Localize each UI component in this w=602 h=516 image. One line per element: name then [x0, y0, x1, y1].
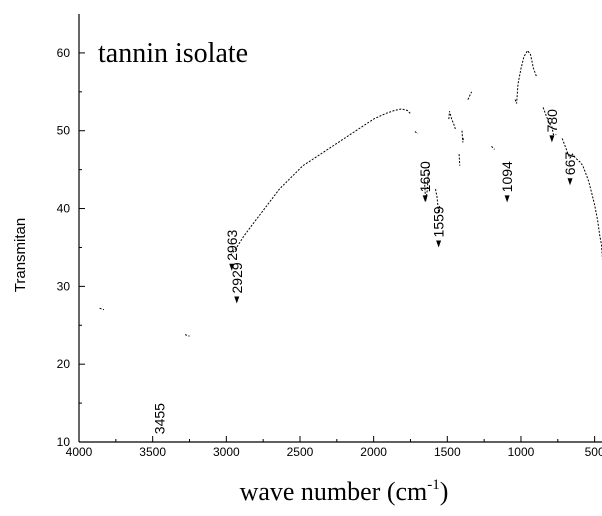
y-tick-label: 20	[57, 357, 71, 371]
peak-arrow	[229, 263, 235, 271]
x-axis-label: wave number (cm-1)	[240, 477, 449, 506]
peak-arrow	[549, 135, 555, 143]
peak-label: 1559	[431, 206, 447, 237]
spectrum-line-segment	[467, 91, 473, 100]
spectrum-line-segment	[461, 130, 464, 143]
x-tick-label: 2500	[287, 445, 314, 459]
spectrum-line-segment	[561, 138, 602, 262]
x-tick-label: 3500	[139, 445, 166, 459]
spectrum-line-segment	[230, 108, 412, 256]
x-tick-label: 3000	[213, 445, 240, 459]
axes-layer: 10 20 30 40 50 60 4000 3500 3000 2500 2000 1500 1000…	[57, 14, 602, 459]
y-axis-label: Transmitan	[12, 218, 29, 292]
x-axis-label-superscript: -1	[427, 477, 440, 493]
peak-arrow	[234, 296, 240, 304]
peak-label: 780	[544, 109, 560, 133]
spectrum-line-segment	[514, 49, 537, 104]
peak-arrow	[436, 240, 442, 248]
x-tick-label: 1000	[508, 445, 535, 459]
peak-label: 1650	[417, 161, 433, 192]
spectrum-line-segment	[414, 131, 419, 135]
peak-label: 2929	[229, 262, 245, 293]
x-tick-label: 4000	[66, 445, 93, 459]
y-tick-label: 10	[57, 435, 71, 449]
spectrum-line-segment	[491, 145, 495, 150]
series-layer	[99, 49, 602, 337]
peak-arrow	[567, 178, 573, 186]
peak-arrow	[504, 195, 510, 203]
spectrum-line-segment	[458, 154, 461, 166]
x-tick-label: 1500	[434, 445, 461, 459]
x-axis-label-main: wave number (cm	[240, 477, 428, 506]
annotations-layer: 3455 2963 2929 1650 1559 1094 780 667	[151, 109, 578, 434]
x-tick-label: 2000	[360, 445, 387, 459]
spectrum-line-segment	[184, 334, 190, 337]
y-tick-label: 40	[57, 202, 71, 216]
peak-label: 2963	[224, 229, 240, 260]
spectrum-line-segment	[424, 161, 430, 201]
peak-label: 3455	[151, 403, 167, 434]
spectrum-line-segment	[99, 307, 105, 311]
y-tick-label: 50	[57, 124, 71, 138]
peak-label: 1094	[499, 161, 515, 192]
y-tick-label: 30	[57, 279, 71, 293]
y-tick-label: 60	[57, 46, 71, 60]
spectrum-line-segment	[448, 111, 456, 130]
peak-arrow	[422, 195, 428, 203]
spectrum-line-segment	[542, 107, 557, 136]
x-tick-label: 500	[585, 445, 602, 459]
peak-label: 667	[562, 152, 578, 176]
chart-title: tannin isolate	[98, 38, 248, 69]
spectrum-line-segment	[435, 189, 441, 213]
x-axis-label-close: )	[440, 477, 449, 506]
